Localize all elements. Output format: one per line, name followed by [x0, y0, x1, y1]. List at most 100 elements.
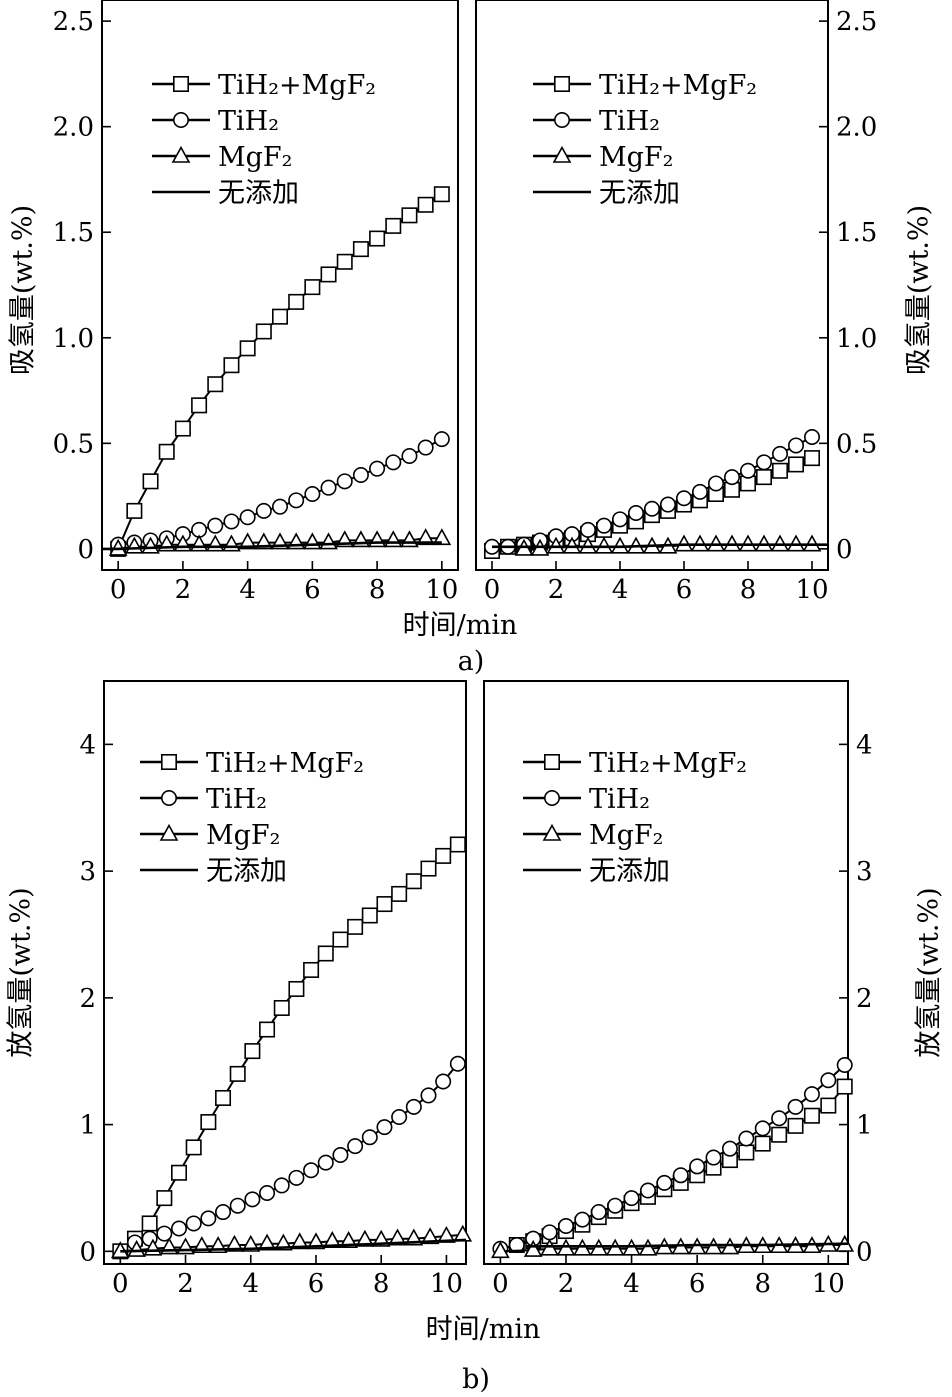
data-point-circle — [259, 1185, 276, 1202]
data-point-square — [787, 1117, 804, 1134]
data-point-circle — [639, 1182, 656, 1199]
data-point-circle — [391, 1108, 408, 1125]
legend-marker-triangle — [171, 145, 191, 163]
y-tick-label: 4 — [79, 730, 96, 760]
data-point-circle — [771, 1110, 788, 1127]
data-point-circle — [623, 1190, 640, 1207]
data-point-circle — [385, 454, 402, 471]
y-tick-label: 2.5 — [836, 7, 877, 37]
x-tick-label: 8 — [369, 575, 386, 605]
legend-label: 无添加 — [589, 856, 670, 887]
data-point-circle — [672, 1167, 689, 1184]
data-point-circle — [574, 1211, 591, 1228]
y-tick-label: 1.0 — [836, 324, 877, 354]
y-tick-label: 0 — [79, 1237, 96, 1267]
legend-label: TiH₂ — [599, 106, 660, 137]
data-point-square — [820, 1097, 837, 1114]
series-0-b-left — [112, 836, 466, 1260]
series-3-b-left — [120, 1238, 467, 1253]
y-tick-label: 2.5 — [53, 7, 94, 37]
x-tick-label: 2 — [177, 1269, 194, 1299]
series-0-b-right — [508, 1078, 853, 1253]
data-point-square — [174, 420, 191, 437]
y-tick-label: 0 — [836, 535, 853, 565]
data-point-circle — [433, 431, 450, 448]
data-point-circle — [273, 1177, 290, 1194]
plot-frame-a-left — [101, 0, 459, 571]
legend-label: MgF₂ — [218, 142, 293, 173]
x-tick-label: 6 — [304, 575, 321, 605]
data-point-square — [376, 896, 393, 913]
data-point-circle — [705, 1149, 722, 1166]
y-tick-label: 2 — [856, 984, 873, 1014]
data-point-circle — [803, 428, 820, 445]
legend-label: TiH₂+MgF₂ — [589, 748, 747, 779]
series-3-a-left — [102, 541, 442, 551]
data-point-triangle — [432, 528, 452, 546]
data-point-square — [803, 1107, 820, 1124]
legend-label: TiH₂+MgF₂ — [206, 748, 364, 779]
y-tick-label: 0 — [77, 535, 94, 565]
legend-label: 无添加 — [218, 178, 299, 209]
data-point-square — [352, 241, 369, 258]
x-tick-label: 6 — [689, 1269, 706, 1299]
data-point-circle — [643, 500, 660, 517]
x-tick-label: 0 — [492, 1269, 509, 1299]
data-point-circle — [691, 483, 708, 500]
data-point-circle — [185, 1215, 202, 1232]
chart-a-right: 0 2 4 6 8 10 0 0.5 1.0 1.5 2.0 2.5 吸氢量(wt.%) TiH₂+MgF… — [475, 0, 934, 605]
y-tick-label: 1.5 — [836, 218, 877, 248]
data-point-circle — [723, 469, 740, 486]
data-point-circle — [675, 490, 692, 507]
legend-label: TiH₂ — [218, 106, 279, 137]
data-point-circle — [200, 1210, 217, 1227]
data-point-circle — [659, 496, 676, 513]
legend-marker-triangle — [552, 145, 572, 163]
data-point-square — [754, 1135, 771, 1152]
legend-marker-triangle — [542, 823, 562, 841]
data-point-triangle — [290, 1232, 310, 1250]
x-tick-label: 10 — [795, 575, 828, 605]
x-tick-label: 6 — [676, 575, 693, 605]
series-line — [492, 543, 828, 549]
data-point-circle — [244, 1191, 261, 1208]
y-axis-title-b-right: 放氢量(wt.%) — [913, 887, 944, 1057]
legend-label: TiH₂ — [589, 784, 650, 815]
data-point-square — [332, 931, 349, 948]
data-point-square — [771, 462, 788, 479]
data-point-circle — [607, 1197, 624, 1214]
x-axis-title-b: 时间/min — [426, 1314, 541, 1345]
data-point-square — [361, 907, 378, 924]
y-axis-title-a-left: 吸氢量(wt.%) — [7, 205, 38, 375]
series-line — [120, 1233, 463, 1253]
x-tick-label: 4 — [612, 575, 629, 605]
legend-label: MgF₂ — [599, 142, 674, 173]
legend-label: 无添加 — [599, 178, 680, 209]
data-point-circle — [771, 445, 788, 462]
data-point-square — [126, 502, 143, 519]
y-tick-label: 0 — [856, 1237, 873, 1267]
x-axis-title-a: 时间/min — [403, 610, 518, 641]
legend-marker-square — [553, 76, 570, 93]
data-point-circle — [656, 1174, 673, 1191]
data-point-circle — [255, 502, 272, 519]
data-point-square — [317, 945, 334, 962]
data-point-circle — [336, 473, 353, 490]
data-point-triangle — [420, 1227, 440, 1245]
legend-label: 无添加 — [206, 856, 287, 887]
chart-b-left: 0 2 4 6 8 10 0 1 2 3 4 放氢量(wt.%) TiH₂+MgF₂ TiH₂ MgF₂ 无添… — [5, 680, 473, 1299]
data-point-circle — [417, 439, 434, 456]
series-line — [500, 1064, 846, 1250]
data-point-circle — [401, 447, 418, 464]
caption-b: b) — [462, 1364, 490, 1395]
data-point-square — [420, 860, 437, 877]
data-point-circle — [738, 1130, 755, 1147]
x-tick-label: 4 — [239, 575, 256, 605]
data-point-circle — [787, 1098, 804, 1115]
y-tick-label: 0.5 — [836, 429, 877, 459]
data-point-circle — [229, 1197, 246, 1214]
data-point-square — [738, 1144, 755, 1161]
x-tick-label: 2 — [548, 575, 565, 605]
data-point-square — [207, 376, 224, 393]
